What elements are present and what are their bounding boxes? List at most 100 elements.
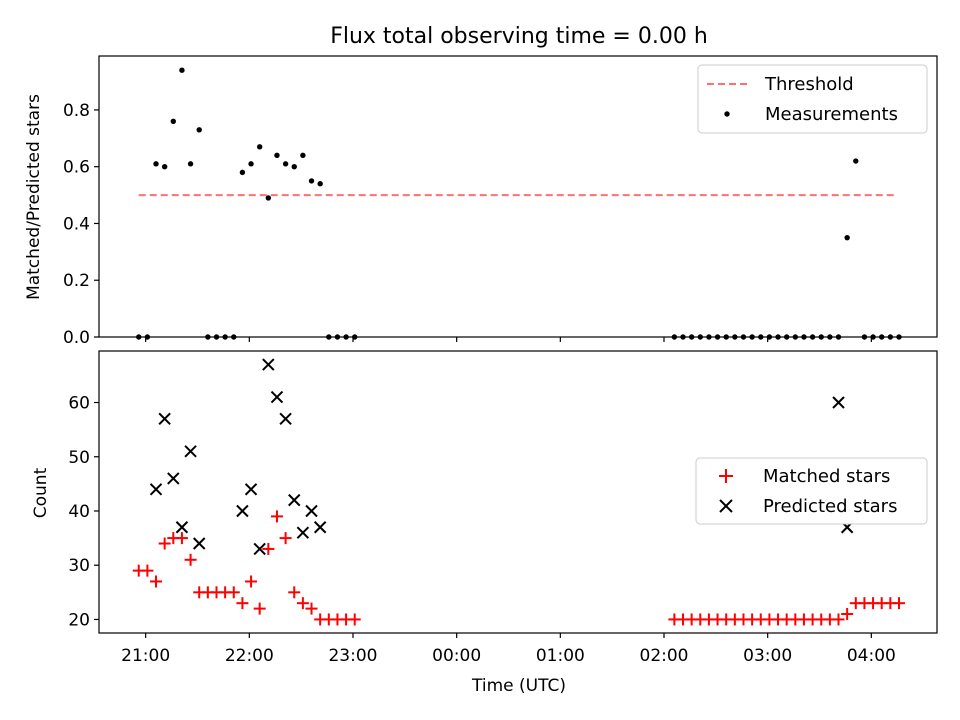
count-x-ticks: 21:00 22:00 23:00 00:00 01:00 02:00 03:00 04:00 bbox=[121, 633, 896, 666]
measurement-point bbox=[818, 334, 824, 340]
y-tick-label: 0.8 bbox=[63, 101, 90, 121]
matched-star-point bbox=[841, 608, 854, 621]
measurement-point bbox=[231, 334, 237, 340]
predicted-star-point bbox=[253, 542, 266, 556]
measurement-point bbox=[706, 334, 712, 340]
x-tick-label: 22:00 bbox=[225, 646, 274, 666]
y-tick-label: 0.0 bbox=[63, 328, 90, 348]
threshold-legend-label: Threshold bbox=[764, 74, 854, 95]
y-tick-label: 20 bbox=[68, 610, 90, 630]
matched-star-point bbox=[227, 586, 240, 599]
measurement-point bbox=[343, 334, 349, 340]
predicted-star-point bbox=[167, 472, 180, 485]
predicted-legend-label: Predicted stars bbox=[763, 496, 897, 517]
measurement-point bbox=[274, 152, 280, 159]
measurement-point bbox=[239, 169, 246, 176]
measurement-point bbox=[792, 334, 799, 340]
predicted-star-point bbox=[296, 526, 310, 539]
measurement-point bbox=[835, 334, 842, 340]
measurement-point bbox=[723, 334, 729, 340]
measurement-point bbox=[697, 334, 703, 340]
measurements-legend-swatch bbox=[724, 111, 730, 117]
count-y-axis-label: Count bbox=[31, 467, 51, 518]
measurement-point bbox=[136, 334, 142, 340]
y-tick-label: 30 bbox=[68, 556, 90, 576]
y-tick-label: 0.6 bbox=[63, 158, 90, 178]
measurement-point bbox=[179, 67, 185, 73]
ratio-y-ticks: 0.0 0.2 0.4 0.6 0.8 bbox=[63, 101, 99, 348]
predicted-star-point bbox=[270, 390, 284, 404]
measurement-point bbox=[775, 334, 781, 340]
matched-legend-label: Matched stars bbox=[763, 466, 890, 487]
predicted-star-point bbox=[158, 412, 171, 425]
measurement-point bbox=[844, 234, 850, 241]
matched-legend-swatch bbox=[719, 469, 733, 483]
matched-star-point bbox=[832, 613, 845, 626]
measurement-point bbox=[291, 163, 297, 170]
predicted-star-point bbox=[149, 483, 163, 496]
measurement-point bbox=[827, 334, 833, 340]
matched-star-point bbox=[305, 602, 318, 615]
measurement-point bbox=[896, 334, 902, 340]
measurement-point bbox=[170, 118, 176, 124]
matched-star-point bbox=[184, 553, 197, 566]
ratio-legend-box bbox=[697, 64, 928, 134]
measurement-point bbox=[740, 334, 747, 340]
measurement-point bbox=[317, 181, 323, 187]
matched-star-point bbox=[892, 597, 905, 610]
count-legend: Matched stars Predicted stars bbox=[695, 457, 928, 525]
x-tick-label: 02:00 bbox=[640, 646, 689, 666]
measurement-point bbox=[256, 144, 263, 150]
measurement-point bbox=[801, 334, 807, 340]
matched-star-point bbox=[262, 542, 275, 555]
predicted-star-point bbox=[279, 412, 292, 425]
predicted-star-point bbox=[244, 483, 258, 496]
ratio-y-axis-label: Matched/Predicted stars bbox=[24, 94, 44, 300]
matched-star-point bbox=[245, 575, 258, 588]
y-tick-label: 0.2 bbox=[63, 271, 90, 291]
measurement-point bbox=[153, 161, 159, 167]
matched-star-point bbox=[158, 537, 171, 550]
measurement-point bbox=[714, 334, 721, 340]
matched-star-point bbox=[348, 613, 361, 626]
matched-star-point bbox=[175, 532, 188, 545]
predicted-star-point bbox=[193, 537, 206, 550]
x-tick-label: 00:00 bbox=[432, 646, 481, 666]
ratio-panel: 0.00.20.40.60.8 Matched/Predicted stars … bbox=[24, 55, 938, 348]
x-tick-label: 01:00 bbox=[536, 646, 585, 666]
measurement-point bbox=[809, 334, 816, 340]
count-y-ticks: 20 30 40 50 60 bbox=[68, 394, 99, 630]
matched-star-point bbox=[141, 564, 154, 577]
measurement-point bbox=[879, 334, 885, 340]
predicted-legend-swatch bbox=[719, 499, 733, 513]
matched-star-point bbox=[296, 597, 309, 610]
measurement-point bbox=[887, 334, 894, 340]
measurement-point bbox=[205, 334, 211, 340]
matched-star-point bbox=[236, 597, 249, 610]
y-tick-label: 40 bbox=[68, 502, 90, 522]
predicted-star-point bbox=[236, 504, 249, 518]
measurement-point bbox=[861, 334, 868, 340]
x-tick-label: 23:00 bbox=[328, 646, 377, 666]
predicted-star-point bbox=[262, 358, 275, 371]
measurement-point bbox=[680, 334, 686, 340]
measurement-point bbox=[749, 334, 755, 340]
measurement-point bbox=[758, 334, 764, 340]
measurement-point bbox=[308, 178, 315, 184]
ratio-x-ticks bbox=[145, 337, 872, 342]
predicted-star-point bbox=[305, 504, 318, 518]
measurement-point bbox=[213, 334, 220, 340]
measurement-point bbox=[196, 127, 202, 133]
measurement-point bbox=[671, 334, 678, 340]
predicted-star-point bbox=[184, 445, 197, 458]
y-tick-label: 60 bbox=[68, 394, 90, 414]
matched-star-point bbox=[253, 602, 266, 615]
measurement-point bbox=[853, 158, 859, 164]
measurement-point bbox=[248, 161, 254, 167]
measurement-point bbox=[300, 152, 306, 159]
ratio-marks bbox=[136, 67, 902, 340]
measurement-point bbox=[334, 334, 341, 340]
x-tick-label: 21:00 bbox=[121, 646, 170, 666]
measurement-point bbox=[732, 334, 738, 340]
